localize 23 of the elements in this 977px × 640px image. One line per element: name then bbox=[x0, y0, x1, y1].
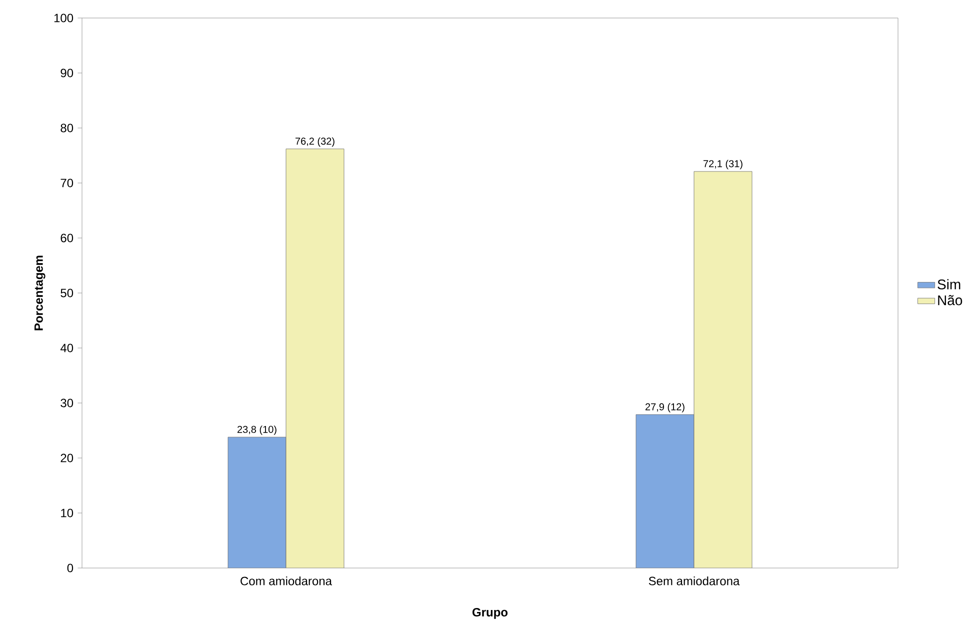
y-tick-label: 60 bbox=[60, 234, 74, 242]
x-tick-label: Sem amiodarona bbox=[648, 576, 740, 586]
bar bbox=[636, 414, 694, 568]
data-label: 76,2 (32) bbox=[296, 137, 334, 147]
y-axis-title: Porcentagem bbox=[34, 256, 46, 330]
y-tick-label: 80 bbox=[60, 124, 74, 132]
y-tick-label: 100 bbox=[54, 14, 74, 22]
y-tick-label: 50 bbox=[60, 288, 74, 298]
data-label: 23,8 (10) bbox=[237, 426, 276, 435]
y-tick-label: 20 bbox=[60, 454, 74, 462]
y-tick-label: 90 bbox=[60, 68, 74, 78]
legend-label: Não bbox=[938, 295, 962, 306]
x-tick-label: Com amiodarona bbox=[240, 576, 332, 586]
y-tick-label: 0 bbox=[67, 564, 74, 572]
y-tick-label: 10 bbox=[61, 508, 74, 518]
y-tick-label: 40 bbox=[60, 344, 74, 352]
x-axis-title: Grupo bbox=[472, 608, 508, 619]
y-tick-label: 70 bbox=[60, 178, 74, 188]
legend-label: Sim bbox=[938, 279, 960, 290]
bar bbox=[228, 436, 286, 568]
data-label: 27,9 (12) bbox=[645, 403, 684, 412]
y-tick-label: 30 bbox=[60, 398, 74, 408]
data-label: 72,1 (31) bbox=[704, 160, 742, 170]
